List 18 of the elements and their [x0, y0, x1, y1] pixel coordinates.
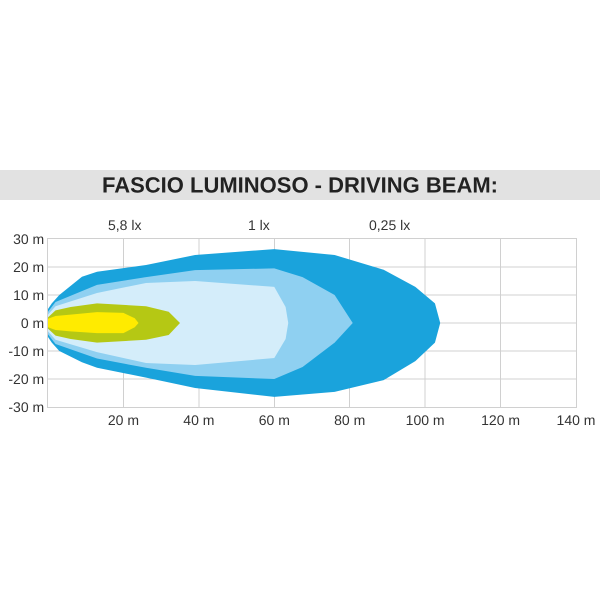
text: 0,25 lx	[369, 217, 410, 233]
x-tick-label: 100 m	[406, 412, 445, 428]
y-tick-label: 0 m	[20, 314, 44, 331]
x-tick-label: 40 m	[183, 412, 214, 428]
y-tick-label: 30 m	[13, 230, 44, 247]
text: 1 lx	[248, 217, 270, 233]
x-tick-label: 120 m	[481, 412, 520, 428]
y-tick-label: 20 m	[13, 258, 44, 275]
x-tick-label: 140 m	[556, 412, 596, 428]
y-tick-label: -30 m	[8, 398, 44, 415]
x-tick-label: 60 m	[258, 412, 290, 428]
y-tick-label: -20 m	[8, 370, 44, 387]
chart-title: FASCIO LUMINOSO - DRIVING BEAM:	[102, 172, 498, 198]
y-tick-label: -10 m	[8, 342, 44, 359]
x-tick-label: 20 m	[108, 412, 139, 428]
y-tick-label: 10 m	[13, 286, 44, 303]
text: 5,8 lx	[108, 217, 142, 233]
x-tick-label: 80 m	[334, 412, 366, 428]
